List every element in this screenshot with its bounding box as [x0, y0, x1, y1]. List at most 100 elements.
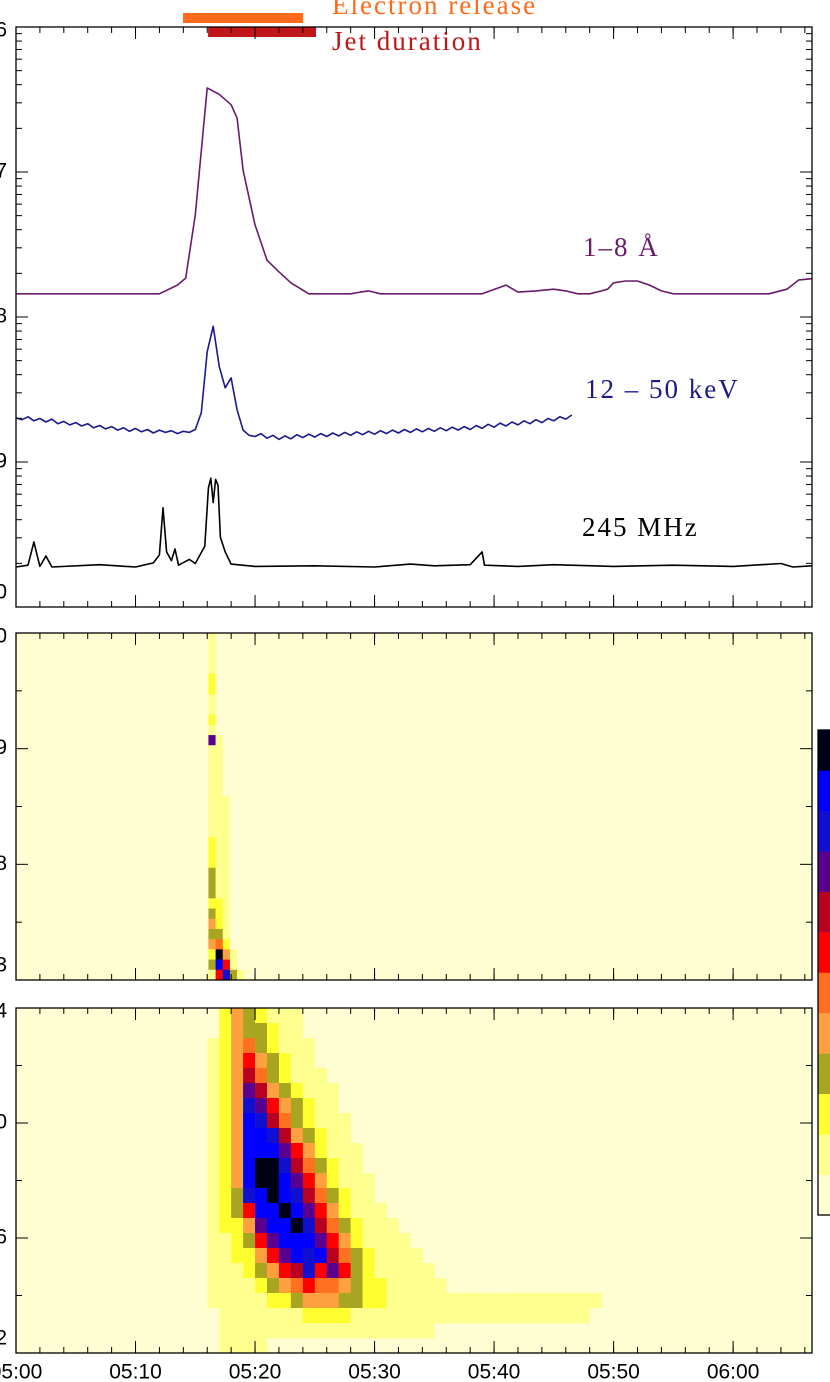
plot-area	[16, 633, 812, 980]
heatmap-cell	[215, 643, 224, 654]
heatmap-cell	[326, 1188, 339, 1204]
heatmap-cell	[231, 1188, 244, 1204]
heatmap-cell	[266, 1158, 280, 1174]
heatmap-cell	[222, 653, 231, 664]
heatmap-cell	[207, 1248, 220, 1264]
heatmap-cell	[326, 1293, 339, 1309]
heatmap-cell	[219, 1008, 232, 1024]
heatmap-cell	[215, 765, 224, 777]
heatmap-cell	[362, 1173, 375, 1189]
heatmap-cell	[302, 1188, 316, 1204]
heatmap-cell	[506, 1308, 519, 1324]
colorbar-band	[818, 730, 830, 771]
heatmap-cell	[350, 1278, 363, 1294]
y-tick-label: 0	[0, 1111, 7, 1134]
heatmap-cell	[222, 704, 231, 715]
heatmap-cell	[237, 857, 245, 869]
heatmap-cell	[398, 1233, 411, 1249]
heatmap-cell	[237, 633, 245, 644]
heatmap-cell	[266, 1143, 280, 1159]
heatmap-cell	[215, 724, 224, 736]
heatmap-cell	[222, 826, 231, 838]
heatmap-cell	[386, 1233, 399, 1249]
heatmap-cell	[255, 1338, 268, 1353]
heatmap-cell	[290, 1203, 304, 1219]
heatmap-cell	[255, 1113, 268, 1129]
heatmap-cell	[565, 1293, 579, 1309]
heatmap-cell	[386, 1308, 399, 1324]
heatmap-cell	[266, 1308, 280, 1324]
heatmap-cell	[398, 1263, 411, 1279]
heatmap-cell	[243, 1278, 256, 1294]
heatmap-cell	[290, 1158, 304, 1174]
heatmap-cell	[237, 847, 245, 858]
heatmap-cell	[207, 1068, 220, 1084]
heatmap-cell	[208, 867, 216, 879]
heatmap-cell	[219, 1023, 232, 1039]
heatmap-cell	[208, 684, 216, 695]
heatmap-cell	[326, 1098, 339, 1114]
heatmap-cell	[208, 928, 216, 940]
heatmap-cell	[422, 1308, 435, 1324]
colorbar-band	[818, 891, 830, 933]
heatmap-cell	[208, 806, 216, 818]
heatmap-cell	[482, 1293, 495, 1309]
heatmap-cell	[219, 1083, 232, 1099]
y-tick-label: 8	[0, 852, 7, 875]
heatmap-cell	[278, 1143, 292, 1159]
heatmap-cell	[229, 694, 238, 705]
heatmap-cell	[255, 1263, 268, 1279]
heatmap-cell	[237, 837, 245, 848]
heatmap-cell	[243, 1113, 256, 1129]
heatmap-cell	[215, 826, 224, 838]
heatmap-cell	[326, 1323, 339, 1339]
heatmap-cell	[215, 857, 224, 869]
heatmap-cell	[255, 1023, 268, 1039]
y-tick-label: 9	[0, 736, 7, 759]
heatmap-cell	[255, 1218, 268, 1234]
heatmap-cell	[422, 1323, 435, 1339]
heatmap-cell	[229, 684, 238, 695]
heatmap-cell	[338, 1293, 351, 1309]
interval-bar	[182, 13, 304, 23]
heatmap-cell	[215, 663, 224, 675]
heatmap-cell	[553, 1293, 567, 1309]
heatmap-cell	[278, 1098, 292, 1114]
heatmap-cell	[208, 765, 216, 777]
heatmap-cell	[386, 1218, 399, 1234]
heatmap-cell	[229, 745, 238, 756]
heatmap-cell	[470, 1308, 483, 1324]
heatmap-cell	[362, 1233, 375, 1249]
heatmap-cell	[207, 1128, 220, 1144]
heatmap-cell	[290, 1248, 304, 1264]
heatmap-cell	[302, 1203, 316, 1219]
heatmap-cell	[458, 1308, 471, 1324]
heatmap-cell	[374, 1293, 387, 1309]
heatmap-cell	[278, 1278, 292, 1294]
heatmap-cell	[237, 643, 245, 654]
series-line	[16, 325, 573, 441]
heatmap-cell	[243, 1008, 256, 1024]
heatmap-cell	[278, 1308, 292, 1324]
heatmap-cell	[338, 1218, 351, 1234]
heatmap-cell	[314, 1188, 328, 1204]
heatmap-cell	[229, 939, 238, 950]
heatmap-cell	[255, 1098, 268, 1114]
colorbar-band	[818, 810, 830, 852]
x-tick-label: 05:50	[587, 1361, 640, 1382]
heatmap-cell	[290, 1173, 304, 1189]
heatmap-cell	[506, 1293, 519, 1309]
heatmap-cell	[219, 1323, 232, 1339]
heatmap-cell	[215, 867, 224, 879]
heatmap-cell	[208, 694, 216, 705]
heatmap-cell	[266, 1083, 280, 1099]
heatmap-cell	[243, 1248, 256, 1264]
heatmap-cell	[222, 877, 231, 889]
heatmap-cell	[290, 1233, 304, 1249]
heatmap-cell	[208, 898, 216, 909]
heatmap-cell	[255, 1173, 268, 1189]
heatmap-cell	[266, 1248, 280, 1264]
heatmap-cell	[208, 857, 216, 869]
heatmap-cell	[314, 1143, 328, 1159]
heatmap-cell	[302, 1038, 316, 1054]
